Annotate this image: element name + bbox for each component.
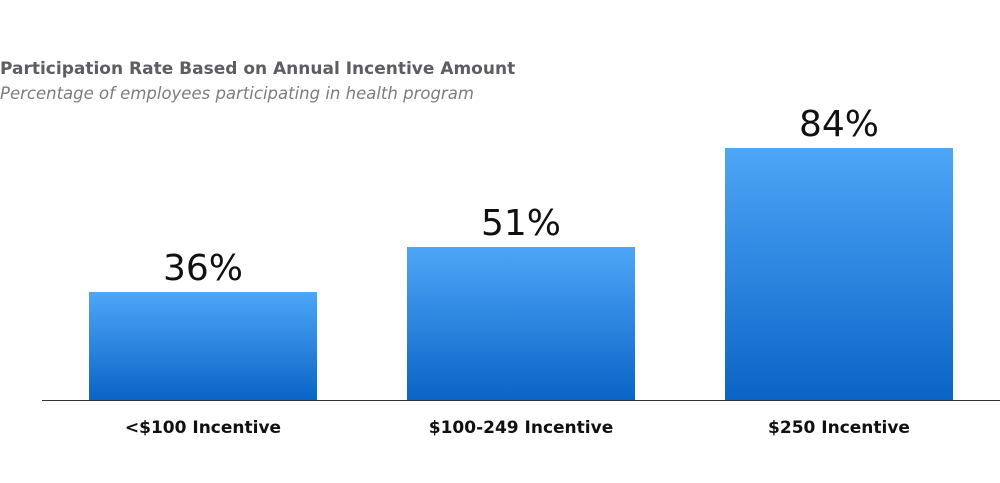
chart-title: Participation Rate Based on Annual Incen… [0,59,516,79]
chart-subtitle: Percentage of employees participating in… [0,84,474,103]
bar-1 [89,292,317,400]
category-label: $250 Incentive [768,418,910,438]
bar-value-label: 51% [481,203,561,244]
bar-3 [725,148,953,400]
category-label: $100-249 Incentive [429,418,613,438]
bars-group: 36% <$100 Incentive 51% $100-249 Incentive 8… [89,104,953,438]
bar-value-label: 36% [163,248,243,289]
bar-value-label: 84% [799,104,879,145]
category-label: <$100 Incentive [125,418,281,438]
bar-2 [407,247,635,400]
